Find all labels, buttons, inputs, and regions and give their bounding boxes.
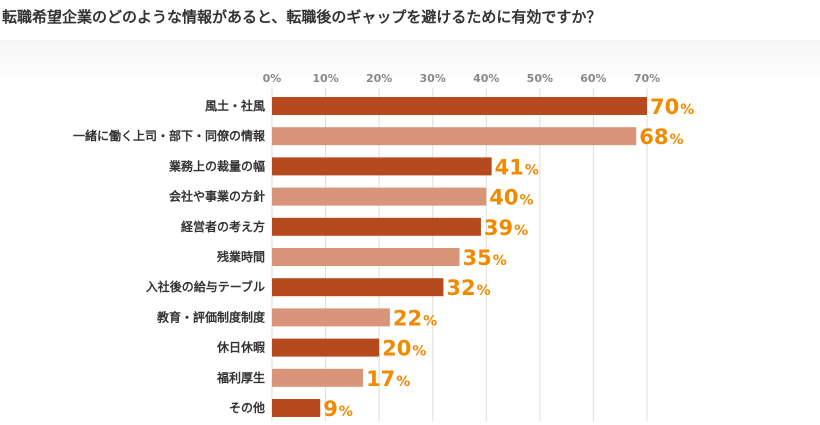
value-label: 20%	[382, 337, 426, 361]
value-labels: 70% 68% 41% 40% 39% 35% 32% 22% 20% 17% 9%	[323, 95, 694, 421]
bar	[272, 248, 460, 266]
x-tick-label: 30%	[420, 72, 446, 85]
category-label: 福利厚生	[216, 370, 265, 385]
x-axis-ticks: 0% 10% 20% 30% 40% 50% 60% 70%	[263, 72, 661, 85]
value-label: 68%	[639, 125, 683, 149]
category-label: 業務上の裁量の幅	[168, 158, 265, 173]
category-label: 会社や事業の方針	[169, 189, 265, 204]
value-label: 39%	[484, 216, 528, 240]
bar	[272, 97, 647, 115]
x-tick-label: 60%	[580, 72, 606, 85]
value-label: 41%	[495, 155, 539, 179]
category-label: その他	[229, 400, 265, 415]
x-tick-label: 50%	[527, 72, 553, 85]
bar	[272, 278, 444, 297]
category-label: 残業時間	[217, 249, 265, 264]
value-label: 40%	[489, 186, 533, 210]
value-label: 70%	[650, 95, 694, 119]
value-label: 35%	[463, 246, 507, 270]
value-label: 32%	[446, 276, 490, 300]
category-label: 経営者の考え方	[181, 219, 265, 234]
bar	[272, 217, 481, 236]
category-labels: 風土・社風一緒に働く上司・部下・同僚の情報業務上の裁量の幅会社や事業の方針経営者…	[73, 98, 266, 415]
bar	[272, 157, 492, 176]
x-tick-label: 40%	[473, 72, 499, 85]
bar	[272, 127, 637, 146]
category-label: 入社後の給与テーブル	[146, 279, 265, 294]
bars	[272, 97, 647, 417]
x-tick-label: 20%	[366, 72, 392, 85]
category-label: 休日休暇	[216, 340, 265, 355]
value-label: 22%	[393, 306, 437, 330]
bar	[272, 368, 364, 387]
x-tick-label: 0%	[263, 72, 282, 85]
category-label: 風土・社風	[205, 98, 265, 113]
value-label: 9%	[323, 397, 353, 421]
bar	[272, 338, 380, 357]
category-label: 教育・評価制度制度	[156, 309, 266, 324]
category-label: 一緒に働く上司・部下・同僚の情報	[73, 128, 266, 143]
bar	[272, 187, 487, 206]
x-tick-label: 70%	[634, 72, 660, 85]
bar	[272, 308, 390, 327]
x-tick-label: 10%	[312, 72, 338, 85]
survey-question: 転職希望企業のどのような情報があると、転職後のギャップを避けるために有効ですか？	[2, 8, 602, 26]
value-label: 17%	[366, 367, 410, 391]
bar	[272, 399, 321, 417]
